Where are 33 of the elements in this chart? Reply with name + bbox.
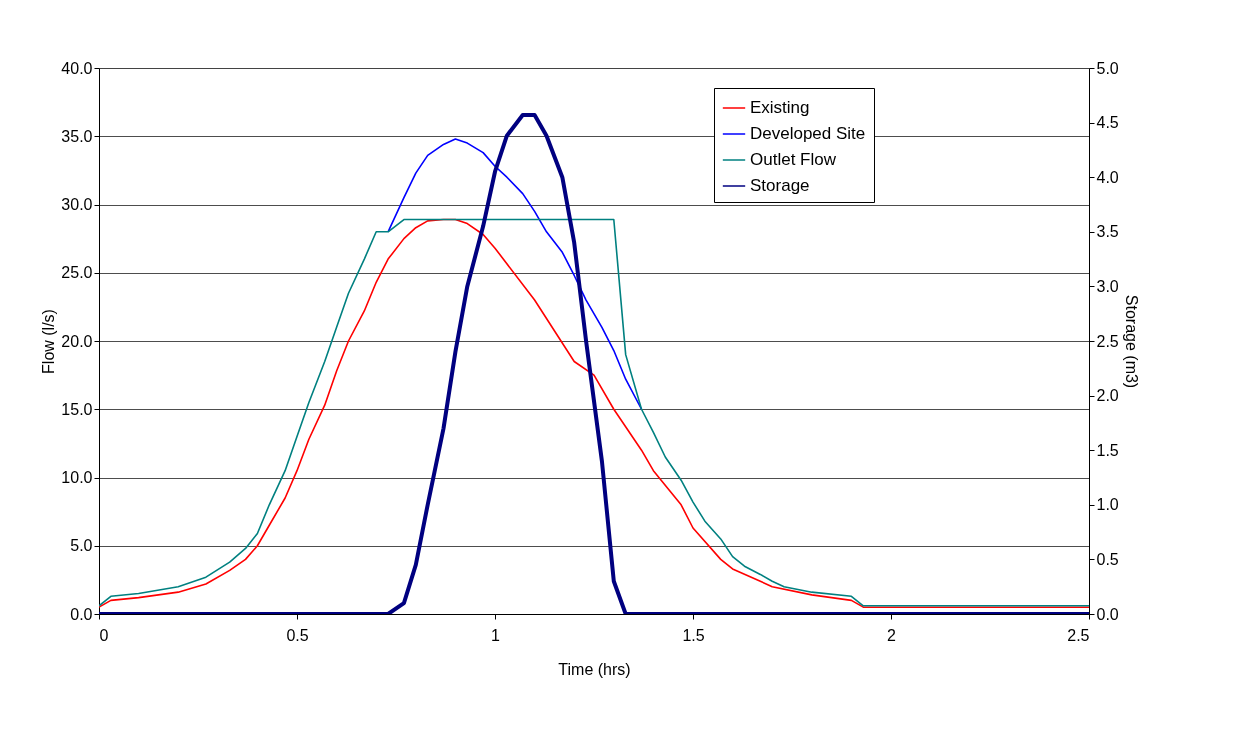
y-tick-label: 40.0 bbox=[61, 59, 93, 77]
y2-axis-title: Storage (m3) bbox=[1122, 294, 1140, 389]
legend-label: Outlet Flow bbox=[750, 150, 837, 169]
y2-tick-label: 0.0 bbox=[1096, 605, 1119, 623]
y-tick-label: 10.0 bbox=[61, 469, 93, 486]
y-tick-label: 30.0 bbox=[61, 196, 93, 213]
legend-label: Storage bbox=[750, 176, 810, 195]
y2-tick-label: 5.0 bbox=[1096, 59, 1119, 77]
x-axis-title: Time (hrs) bbox=[558, 660, 631, 678]
legend-label: Existing bbox=[750, 98, 810, 117]
x-tick-label: 1.5 bbox=[682, 626, 705, 644]
y-tick-label: 25.0 bbox=[61, 264, 93, 282]
y-axis-title: Flow (l/s) bbox=[40, 309, 58, 374]
x-tick-label: 0 bbox=[99, 626, 109, 644]
y2-tick-label: 3.0 bbox=[1096, 277, 1119, 295]
y2-tick-label: 0.5 bbox=[1096, 550, 1119, 568]
y2-tick-label: 4.5 bbox=[1096, 114, 1119, 132]
x-tick-label: 2 bbox=[887, 626, 897, 644]
y-tick-label: 5.0 bbox=[70, 537, 93, 555]
y-tick-label: 0.0 bbox=[70, 605, 93, 623]
x-tick-label: 2.5 bbox=[1067, 626, 1090, 644]
y2-tick-label: 1.5 bbox=[1096, 441, 1119, 459]
y-tick-label: 20.0 bbox=[61, 332, 93, 350]
x-tick-label: 1 bbox=[491, 626, 501, 644]
x-tick-label: 0.5 bbox=[286, 626, 309, 644]
legend-label: Developed Site bbox=[750, 124, 866, 143]
y2-tick-label: 1.0 bbox=[1096, 496, 1119, 514]
y2-tick-label: 3.5 bbox=[1096, 223, 1119, 241]
y2-tick-label: 2.0 bbox=[1096, 387, 1119, 405]
y2-tick-label: 2.5 bbox=[1096, 332, 1119, 350]
y-tick-label: 35.0 bbox=[61, 127, 93, 145]
y-tick-label: 15.0 bbox=[61, 400, 93, 418]
y2-tick-label: 4.0 bbox=[1096, 168, 1119, 186]
